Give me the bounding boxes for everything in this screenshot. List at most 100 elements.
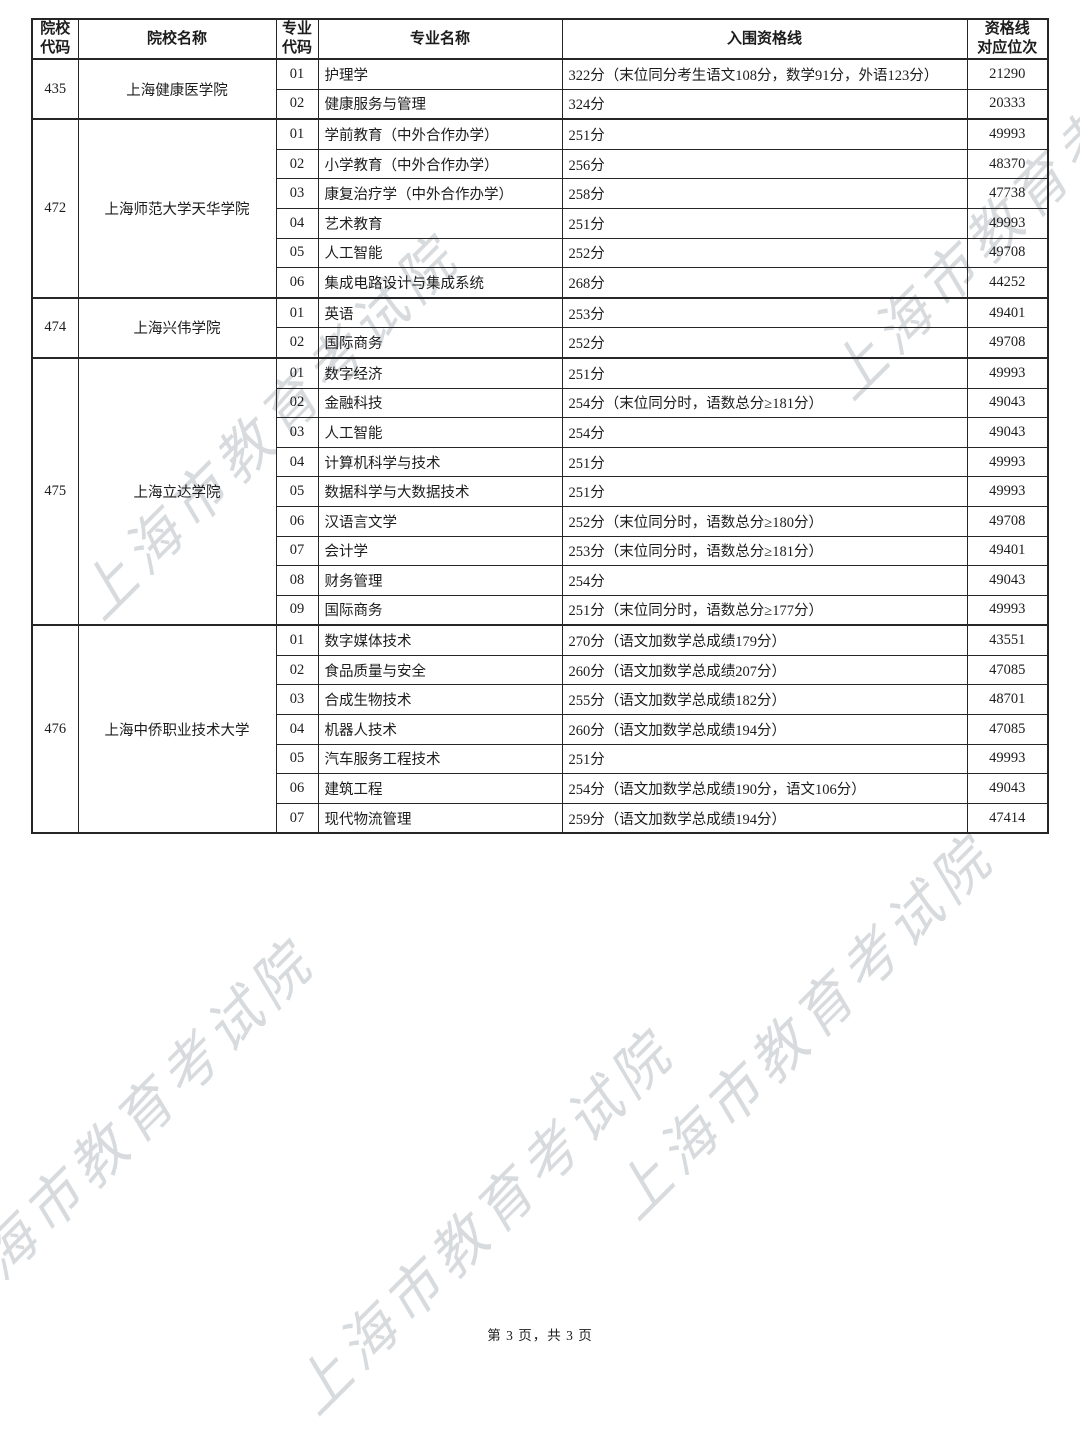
col-header-qualification-line: 入围资格线: [561, 18, 968, 60]
major-name: 集成电路设计与集成系统: [317, 267, 563, 299]
table-row: 475 上海立达学院 01 数字经济 251分 49993: [31, 356, 1049, 626]
major-code: 05: [275, 476, 319, 507]
major-name: 人工智能: [317, 417, 563, 448]
rank-value: 49993: [966, 207, 1049, 239]
major-code: 02: [275, 654, 319, 686]
major-code: 07: [275, 535, 319, 567]
major-name: 学前教育（中外合作办学）: [317, 118, 563, 150]
qualification-line: 255分（语文加数学总成绩182分）: [561, 684, 968, 716]
institution-code: 474: [31, 296, 79, 359]
qualification-line: 253分: [561, 296, 968, 329]
table-row: 02 小学教育（中外合作办学） 256分 48370: [32, 148, 1049, 180]
qualification-line: 260分（语文加数学总成绩207分）: [561, 654, 968, 686]
table-row: 07 现代物流管理 259分（语文加数学总成绩194分） 47414: [32, 802, 1049, 834]
major-name: 汽车服务工程技术: [317, 743, 563, 775]
rank-value: 44252: [966, 267, 1049, 299]
major-code: 04: [275, 714, 319, 745]
major-name: 小学教育（中外合作办学）: [317, 148, 563, 180]
table-row: 04 艺术教育 251分 49993: [32, 207, 1049, 239]
watermark: 上海市教育考试院: [280, 1019, 689, 1428]
qualification-line: 270分（语文加数学总成绩179分）: [561, 624, 968, 656]
institution-name: 上海师范大学天华学院: [77, 118, 277, 299]
major-name: 数据科学与大数据技术: [317, 476, 563, 507]
rank-value: 49043: [966, 417, 1049, 448]
table-row: 04 计算机科学与技术 251分 49993: [32, 446, 1049, 478]
rank-value: 21290: [966, 57, 1049, 90]
rank-value: 43551: [966, 624, 1049, 656]
institution-code: 472: [31, 118, 79, 299]
major-code: 03: [275, 684, 319, 716]
table-row: 05 数据科学与大数据技术 251分 49993: [32, 476, 1049, 507]
major-name: 国际商务: [317, 594, 563, 626]
major-code: 06: [275, 267, 319, 299]
major-code: 04: [275, 446, 319, 478]
major-name: 现代物流管理: [317, 802, 563, 834]
major-code: 02: [275, 387, 319, 419]
rank-value: 49401: [966, 535, 1049, 567]
major-name: 国际商务: [317, 327, 563, 359]
major-name: 护理学: [317, 57, 563, 90]
rank-value: 49043: [966, 773, 1049, 804]
table-row: 03 合成生物技术 255分（语文加数学总成绩182分） 48701: [32, 684, 1049, 716]
col-header-rank-line2: 对应位次: [977, 40, 1038, 56]
major-code: 02: [275, 327, 319, 359]
institution-name: 上海健康医学院: [77, 57, 277, 120]
table-row: 474 上海兴伟学院 01 英语 253分 49401: [31, 296, 1049, 359]
page-footer: 第 3 页，共 3 页: [487, 1328, 593, 1343]
major-name: 数字经济: [317, 356, 563, 389]
major-code: 04: [275, 207, 319, 239]
institution-name: 上海立达学院: [77, 356, 277, 626]
rank-value: 49993: [966, 446, 1049, 478]
rank-value: 49043: [966, 387, 1049, 419]
rank-value: 47414: [966, 802, 1049, 834]
qualification-line-table: 院校代码 院校名称 专业代码 专业名称 入围资格线 资格线 对应位次 435 上…: [31, 18, 1049, 835]
major-name: 会计学: [317, 535, 563, 567]
rank-value: 49043: [966, 565, 1049, 596]
qualification-line: 251分: [561, 446, 968, 478]
rank-value: 47738: [966, 178, 1049, 209]
institution-code: 476: [31, 624, 79, 834]
rank-value: 49708: [966, 327, 1049, 359]
col-header-rank: 资格线 对应位次: [966, 18, 1049, 60]
major-name: 数字媒体技术: [317, 624, 563, 656]
major-code: 02: [275, 148, 319, 180]
rank-value: 49993: [966, 476, 1049, 507]
institution-name: 上海中侨职业技术大学: [77, 624, 277, 834]
qualification-line: 324分: [561, 88, 968, 120]
qualification-line: 322分（末位同分考生语文108分，数学91分，外语123分）: [561, 57, 968, 90]
major-code: 05: [275, 237, 319, 269]
table-row: 06 集成电路设计与集成系统 268分 44252: [32, 267, 1049, 299]
major-code: 08: [275, 565, 319, 596]
qualification-line: 252分（末位同分时，语数总分≥180分）: [561, 505, 968, 537]
qualification-line: 252分: [561, 237, 968, 269]
qualification-line: 254分（末位同分时，语数总分≥181分）: [561, 387, 968, 419]
rank-value: 49708: [966, 237, 1049, 269]
qualification-line: 252分: [561, 327, 968, 359]
table-row: 02 金融科技 254分（末位同分时，语数总分≥181分） 49043: [32, 387, 1049, 419]
major-code: 03: [275, 178, 319, 209]
rank-value: 47085: [966, 714, 1049, 745]
major-name: 合成生物技术: [317, 684, 563, 716]
major-code: 07: [275, 802, 319, 834]
col-header-institution-code: 院校代码: [31, 18, 79, 60]
major-name: 财务管理: [317, 565, 563, 596]
rank-value: 20333: [966, 88, 1049, 120]
table-row: 06 建筑工程 254分（语文加数学总成绩190分，语文106分） 49043: [32, 773, 1049, 804]
major-code: 03: [275, 417, 319, 448]
qualification-line: 260分（语文加数学总成绩194分）: [561, 714, 968, 745]
table-row: 07 会计学 253分（末位同分时，语数总分≥181分） 49401: [32, 535, 1049, 567]
table-row: 435 上海健康医学院 01 护理学 322分（末位同分考生语文108分，数学9…: [31, 57, 1049, 120]
header-row: 院校代码 院校名称 专业代码 专业名称 入围资格线 资格线 对应位次: [31, 18, 1049, 60]
qualification-line: 254分（语文加数学总成绩190分，语文106分）: [561, 773, 968, 804]
major-code: 02: [275, 88, 319, 120]
qualification-line: 251分: [561, 476, 968, 507]
qualification-line: 251分: [561, 207, 968, 239]
qualification-line: 254分: [561, 417, 968, 448]
major-name: 食品质量与安全: [317, 654, 563, 686]
qualification-line: 251分: [561, 118, 968, 150]
major-name: 汉语言文学: [317, 505, 563, 537]
rank-value: 49993: [966, 118, 1049, 150]
table-row: 02 食品质量与安全 260分（语文加数学总成绩207分） 47085: [32, 654, 1049, 686]
qualification-line: 256分: [561, 148, 968, 180]
qualification-line: 258分: [561, 178, 968, 209]
